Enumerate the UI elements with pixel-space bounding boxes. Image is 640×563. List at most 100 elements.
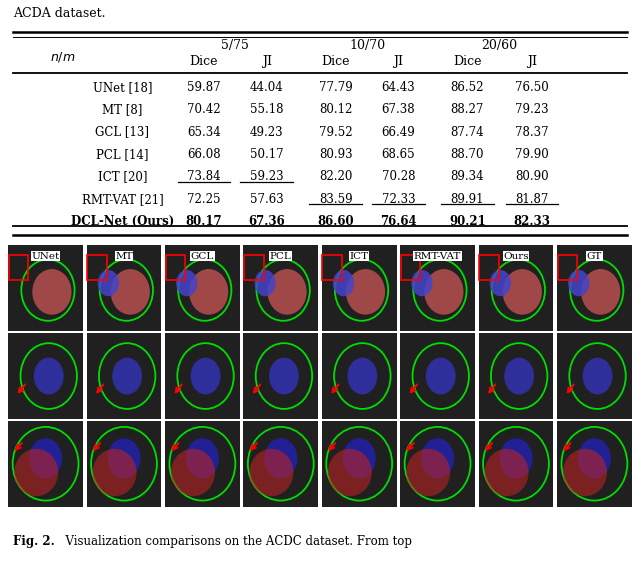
- Ellipse shape: [406, 449, 450, 496]
- Text: 77.79: 77.79: [319, 81, 353, 94]
- Text: 89.34: 89.34: [451, 171, 484, 184]
- Ellipse shape: [424, 269, 463, 315]
- Ellipse shape: [112, 358, 142, 395]
- Bar: [479, 421, 554, 507]
- Text: Dice: Dice: [189, 55, 218, 68]
- Ellipse shape: [191, 358, 220, 395]
- Text: ACDA dataset.: ACDA dataset.: [13, 7, 105, 20]
- Text: 76.50: 76.50: [515, 81, 549, 94]
- Text: 72.25: 72.25: [188, 193, 221, 205]
- Ellipse shape: [32, 269, 72, 315]
- Text: MT [8]: MT [8]: [102, 103, 143, 116]
- Bar: [243, 421, 318, 507]
- Text: Ours: Ours: [503, 252, 529, 261]
- Text: $n/m$: $n/m$: [50, 50, 76, 64]
- Bar: [243, 333, 318, 419]
- Ellipse shape: [328, 449, 372, 496]
- Text: 76.64: 76.64: [380, 215, 417, 228]
- Text: 59.87: 59.87: [187, 81, 221, 94]
- Ellipse shape: [250, 449, 293, 496]
- Bar: [400, 333, 475, 419]
- Ellipse shape: [502, 269, 542, 315]
- Ellipse shape: [189, 269, 228, 315]
- Text: 64.43: 64.43: [381, 81, 415, 94]
- Ellipse shape: [14, 449, 58, 496]
- Ellipse shape: [346, 269, 385, 315]
- Text: 80.90: 80.90: [515, 171, 549, 184]
- Text: 55.18: 55.18: [250, 103, 284, 116]
- Ellipse shape: [108, 439, 140, 479]
- Text: PCL: PCL: [270, 252, 292, 261]
- Ellipse shape: [578, 439, 611, 479]
- Text: Dice: Dice: [321, 55, 350, 68]
- Text: JI: JI: [394, 55, 403, 68]
- Bar: [8, 245, 83, 332]
- Text: GT: GT: [587, 252, 602, 261]
- Bar: [400, 245, 475, 332]
- Text: 67.38: 67.38: [381, 103, 415, 116]
- Text: 80.12: 80.12: [319, 103, 353, 116]
- Ellipse shape: [186, 439, 219, 479]
- Bar: [86, 421, 161, 507]
- Bar: [322, 245, 397, 332]
- Bar: [166, 255, 185, 280]
- Text: RMT-VAT: RMT-VAT: [414, 252, 461, 261]
- Text: 81.87: 81.87: [515, 193, 548, 205]
- Text: 86.52: 86.52: [451, 81, 484, 94]
- Text: 72.33: 72.33: [381, 193, 415, 205]
- Ellipse shape: [268, 269, 307, 315]
- Text: 57.63: 57.63: [250, 193, 284, 205]
- Text: 44.04: 44.04: [250, 81, 284, 94]
- Text: 83.59: 83.59: [319, 193, 353, 205]
- Bar: [322, 421, 397, 507]
- Text: 49.23: 49.23: [250, 126, 284, 138]
- Text: 50.17: 50.17: [250, 148, 284, 161]
- Ellipse shape: [264, 439, 297, 479]
- Text: 70.28: 70.28: [381, 171, 415, 184]
- Text: 86.60: 86.60: [317, 215, 354, 228]
- Text: 79.23: 79.23: [515, 103, 549, 116]
- Text: JI: JI: [527, 55, 537, 68]
- Bar: [557, 333, 632, 419]
- Ellipse shape: [93, 449, 136, 496]
- Bar: [557, 255, 577, 280]
- Ellipse shape: [568, 270, 589, 296]
- Bar: [244, 255, 264, 280]
- Ellipse shape: [171, 449, 215, 496]
- Ellipse shape: [500, 439, 532, 479]
- Bar: [165, 333, 240, 419]
- Ellipse shape: [484, 449, 529, 496]
- Ellipse shape: [504, 358, 534, 395]
- Ellipse shape: [563, 449, 607, 496]
- Text: DCL-Net (Ours): DCL-Net (Ours): [71, 215, 174, 228]
- Text: ICT: ICT: [349, 252, 369, 261]
- Ellipse shape: [34, 358, 63, 395]
- Ellipse shape: [581, 269, 620, 315]
- Bar: [322, 333, 397, 419]
- Bar: [8, 421, 83, 507]
- Text: 73.84: 73.84: [187, 171, 221, 184]
- Text: 66.08: 66.08: [187, 148, 221, 161]
- Text: 79.90: 79.90: [515, 148, 549, 161]
- Text: 67.36: 67.36: [248, 215, 285, 228]
- Text: 70.42: 70.42: [187, 103, 221, 116]
- Bar: [323, 255, 342, 280]
- Ellipse shape: [343, 439, 376, 479]
- Text: 10/70: 10/70: [349, 39, 385, 52]
- Text: 5/75: 5/75: [221, 39, 249, 52]
- Ellipse shape: [426, 358, 456, 395]
- Ellipse shape: [348, 358, 377, 395]
- Bar: [86, 245, 161, 332]
- Ellipse shape: [111, 269, 150, 315]
- Text: 59.23: 59.23: [250, 171, 284, 184]
- Bar: [401, 255, 420, 280]
- Ellipse shape: [98, 270, 119, 296]
- Text: JI: JI: [262, 55, 272, 68]
- Text: Visualization comparisons on the ACDC dataset. From top: Visualization comparisons on the ACDC da…: [58, 534, 412, 548]
- Text: 82.20: 82.20: [319, 171, 353, 184]
- Bar: [8, 333, 83, 419]
- Text: 89.91: 89.91: [451, 193, 484, 205]
- Text: 82.33: 82.33: [513, 215, 550, 228]
- Bar: [557, 421, 632, 507]
- Ellipse shape: [269, 358, 299, 395]
